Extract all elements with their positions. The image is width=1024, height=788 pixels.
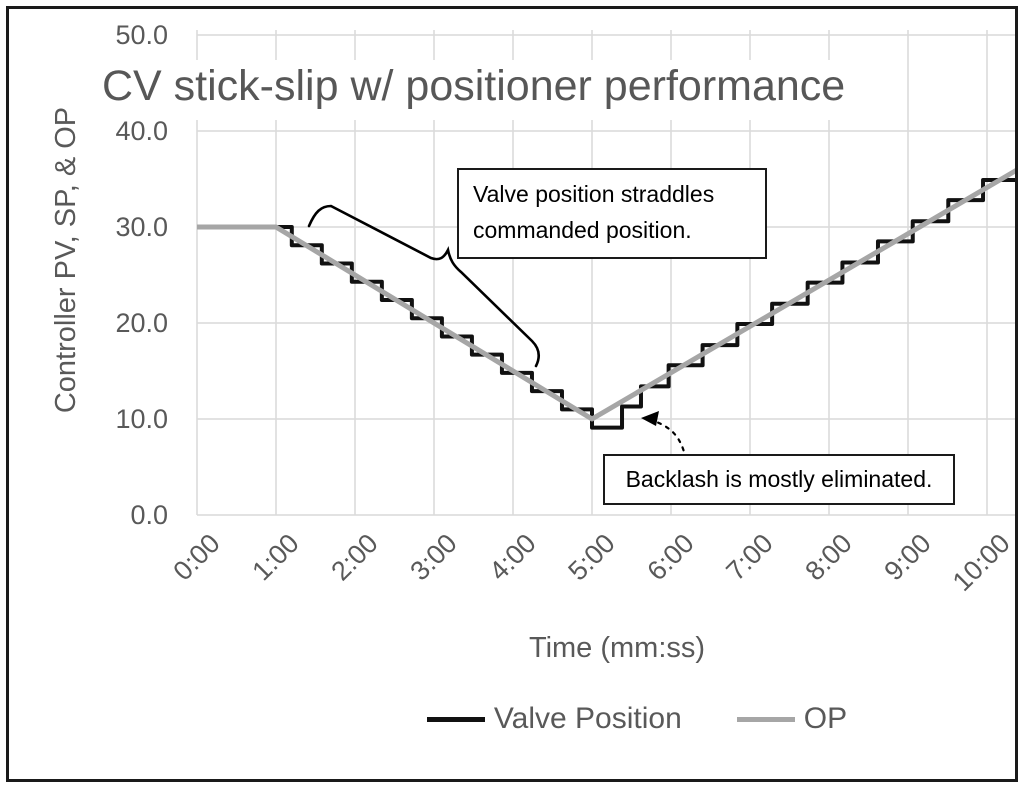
- y-tick-label: 40.0: [115, 116, 168, 146]
- legend-label-op: OP: [803, 702, 848, 735]
- legend-label-valve-position: Valve Position: [493, 702, 682, 735]
- y-axis-title: Controller PV, SP, & OP: [50, 106, 82, 414]
- legend: Valve Position OP: [197, 702, 1017, 736]
- brace-annotation: [307, 204, 541, 368]
- chart-title: CV stick-slip w/ positioner performance: [98, 60, 856, 120]
- legend-item-op: OP: [736, 702, 848, 736]
- op-line-series: [197, 168, 1018, 422]
- op-swatch: [736, 716, 795, 722]
- dashed-arrow: [652, 419, 688, 461]
- y-tick-label: 30.0: [115, 212, 168, 242]
- y-tick-label: 10.0: [115, 404, 168, 434]
- y-tick-label: 50.0: [115, 20, 168, 50]
- y-tick-label: 20.0: [115, 308, 168, 338]
- arrowhead-icon: [641, 411, 659, 426]
- legend-item-valve-position: Valve Position: [426, 702, 682, 736]
- x-axis-title: Time (mm:ss): [528, 632, 706, 664]
- annotation-straddle-box: Valve position straddles commanded posit…: [457, 168, 767, 260]
- valve-position-series: [197, 177, 1017, 430]
- y-tick-label: 0.0: [130, 500, 168, 530]
- annotation-backlash-box: Backlash is mostly eliminated.: [603, 454, 955, 505]
- valve-position-swatch: [426, 716, 485, 722]
